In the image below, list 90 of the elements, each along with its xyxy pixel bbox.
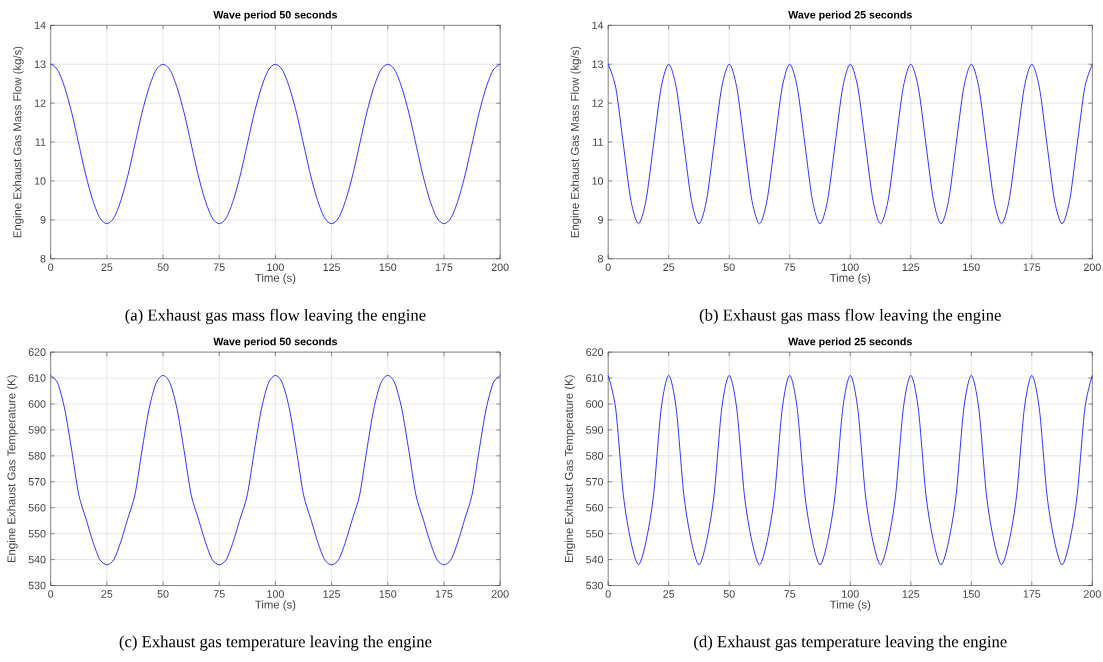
y-tick-label: 8 xyxy=(40,254,46,263)
chart-title: Wave period 25 seconds xyxy=(788,10,912,21)
x-tick-label: 75 xyxy=(784,590,796,598)
x-tick-label: 50 xyxy=(723,263,735,271)
chart-title: Wave period 50 seconds xyxy=(213,10,338,21)
y-tick-label: 14 xyxy=(592,21,604,29)
x-tick-label: 150 xyxy=(379,590,397,598)
x-tick-label: 0 xyxy=(605,263,611,271)
x-tick-label: 175 xyxy=(1023,590,1041,598)
x-tick-label: 50 xyxy=(157,263,169,271)
x-tick-label: 100 xyxy=(842,263,859,271)
y-axis-title: Engine Exhaust Gas Temperature (K) xyxy=(7,375,18,563)
x-tick-label: 200 xyxy=(491,590,509,598)
x-tick-label: 175 xyxy=(435,590,453,598)
y-tick-label: 12 xyxy=(34,99,46,107)
y-axis-title: Engine Exhaust Gas Mass Flow (kg/s) xyxy=(13,46,24,238)
x-tick-label: 75 xyxy=(784,263,796,271)
y-tick-label: 560 xyxy=(28,503,46,512)
y-tick-label: 590 xyxy=(586,426,604,434)
y-tick-label: 550 xyxy=(28,529,46,538)
y-tick-label: 600 xyxy=(28,400,46,408)
line-series xyxy=(607,374,1093,566)
y-tick-label: 13 xyxy=(34,60,46,68)
x-tick-label: 75 xyxy=(213,590,225,598)
y-tick-label: 580 xyxy=(28,451,46,460)
line-series xyxy=(50,63,501,225)
chart-title: Wave period 50 seconds xyxy=(213,337,338,348)
x-tick-label: 125 xyxy=(323,263,341,271)
y-tick-label: 530 xyxy=(586,581,604,590)
y-tick-label: 8 xyxy=(598,254,604,263)
y-axis-title: Engine Exhaust Gas Temperature (K) xyxy=(564,375,576,563)
y-tick-label: 12 xyxy=(592,99,603,107)
x-tick-label: 175 xyxy=(435,263,453,271)
x-tick-label: 175 xyxy=(1023,263,1041,271)
x-tick-label: 150 xyxy=(963,590,980,598)
y-tick-label: 620 xyxy=(28,348,46,356)
x-tick-label: 100 xyxy=(267,590,284,598)
x-tick-label: 200 xyxy=(1083,263,1101,271)
y-tick-label: 560 xyxy=(586,503,604,512)
y-tick-label: 540 xyxy=(586,555,604,564)
x-tick-label: 200 xyxy=(1083,590,1101,598)
y-axis-title: Engine Exhaust Gas Mass Flow (kg/s) xyxy=(570,46,582,238)
y-tick-label: 610 xyxy=(586,374,604,382)
y-tick-label: 550 xyxy=(586,529,604,538)
x-tick-label: 75 xyxy=(213,263,225,271)
x-tick-label: 50 xyxy=(157,590,169,598)
x-tick-label: 25 xyxy=(663,263,675,271)
x-tick-label: 0 xyxy=(605,590,611,598)
y-tick-label: 9 xyxy=(40,215,46,224)
x-tick-label: 100 xyxy=(267,263,284,271)
y-tick-label: 9 xyxy=(598,215,603,224)
x-tick-label: 25 xyxy=(663,590,675,598)
y-tick-label: 540 xyxy=(28,555,46,564)
text: (a) Exhaust gas mass flow leaving the engine xyxy=(125,308,426,325)
line-series xyxy=(607,63,1093,225)
x-axis-title: Time (s) xyxy=(255,600,296,611)
y-tick-label: 11 xyxy=(35,138,46,146)
x-tick-label: 50 xyxy=(723,590,735,598)
y-tick-label: 600 xyxy=(586,400,604,408)
x-tick-label: 150 xyxy=(963,263,980,271)
x-tick-label: 0 xyxy=(48,590,54,598)
y-tick-label: 11 xyxy=(593,138,603,146)
y-tick-label: 610 xyxy=(28,374,46,382)
x-axis-title: Time (s) xyxy=(255,273,296,284)
x-tick-label: 125 xyxy=(902,590,920,598)
text: (b) Exhaust gas mass flow leaving the engine xyxy=(699,308,1001,325)
x-tick-label: 25 xyxy=(101,263,113,271)
x-tick-label: 200 xyxy=(491,263,509,271)
x-tick-label: 100 xyxy=(842,590,859,598)
x-tick-label: 25 xyxy=(101,590,113,598)
x-tick-label: 125 xyxy=(902,263,920,271)
x-tick-label: 150 xyxy=(379,263,397,271)
y-tick-label: 530 xyxy=(28,581,46,590)
chart-title: Wave period 25 seconds xyxy=(788,337,912,348)
text: (c) Exhaust gas temperature leaving the engine xyxy=(119,635,432,651)
line-series xyxy=(50,374,501,566)
y-tick-label: 620 xyxy=(586,348,604,356)
x-axis-title: Time (s) xyxy=(829,273,871,284)
x-axis-title: Time (s) xyxy=(829,600,871,611)
y-tick-label: 570 xyxy=(28,477,46,486)
y-tick-label: 590 xyxy=(28,426,46,434)
y-tick-label: 14 xyxy=(34,21,46,29)
x-tick-label: 0 xyxy=(48,263,54,271)
text: (d) Exhaust gas temperature leaving the engine xyxy=(694,635,1007,651)
y-tick-label: 10 xyxy=(34,177,46,185)
x-tick-label: 125 xyxy=(323,590,341,598)
y-tick-label: 10 xyxy=(592,177,604,185)
y-tick-label: 570 xyxy=(586,477,604,486)
y-tick-label: 13 xyxy=(592,60,603,68)
y-tick-label: 580 xyxy=(586,451,604,460)
